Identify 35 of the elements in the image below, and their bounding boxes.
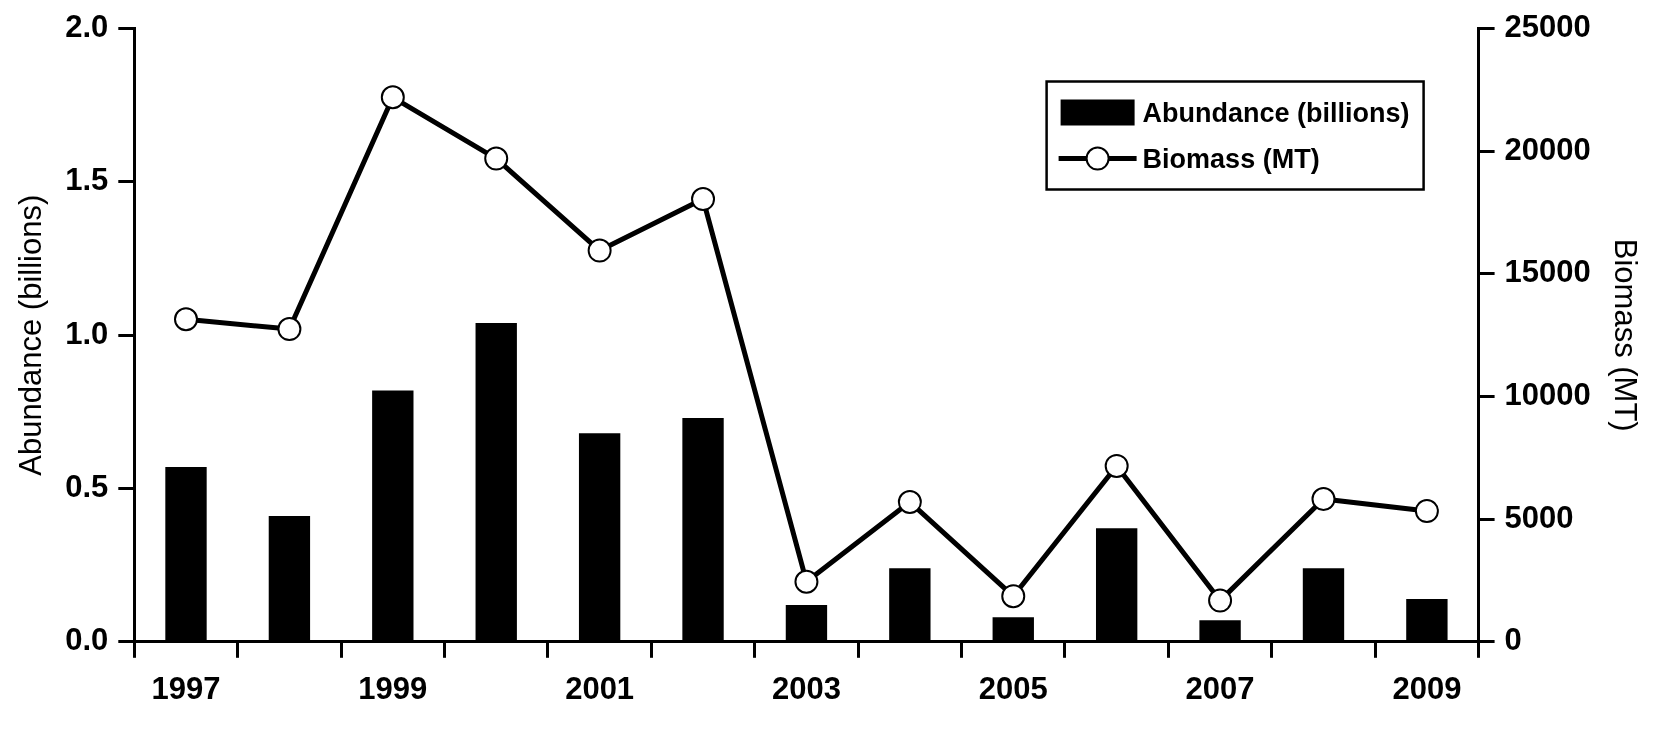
legend-label: Biomass (MT) (1142, 144, 1320, 175)
y2-tick-label: 0 (1504, 622, 1522, 658)
point (484, 146, 509, 171)
y-tick-label: 0.0 (65, 622, 109, 658)
y-tick-label: 0.5 (65, 469, 109, 505)
y-tick-label: 1.5 (65, 162, 109, 198)
y2-tick-label: 10000 (1504, 377, 1591, 413)
x-tick-label: 2005 (978, 670, 1048, 706)
point (1311, 487, 1336, 512)
x-tick-label: 2007 (1185, 670, 1255, 706)
y2-tick-label: 15000 (1504, 254, 1591, 290)
point (691, 187, 716, 212)
x-tick-label: 1997 (151, 670, 221, 706)
point (1208, 588, 1233, 613)
x-tick-label: 2001 (565, 670, 635, 706)
point (380, 85, 405, 110)
legend-label: Abundance (billions) (1142, 98, 1410, 129)
y2-axis-title: Biomass (MT) (1607, 238, 1643, 432)
point (1001, 584, 1026, 609)
y2-tick-label: 20000 (1504, 131, 1591, 167)
y-tick-label: 2.0 (65, 9, 109, 45)
y-tick-label: 1.0 (65, 315, 109, 351)
point (277, 317, 302, 342)
x-tick-label: 2003 (771, 670, 841, 706)
x-tick-label: 2009 (1392, 670, 1462, 706)
point (1104, 453, 1129, 478)
point (897, 489, 922, 514)
x-tick-label: 1999 (358, 670, 428, 706)
y-axis-title: Abundance (billions) (13, 194, 49, 476)
point (174, 307, 198, 332)
point (794, 569, 819, 594)
point (587, 238, 612, 263)
y2-tick-label: 5000 (1504, 499, 1574, 535)
y2-tick-label: 25000 (1504, 9, 1591, 45)
point (1414, 499, 1439, 524)
